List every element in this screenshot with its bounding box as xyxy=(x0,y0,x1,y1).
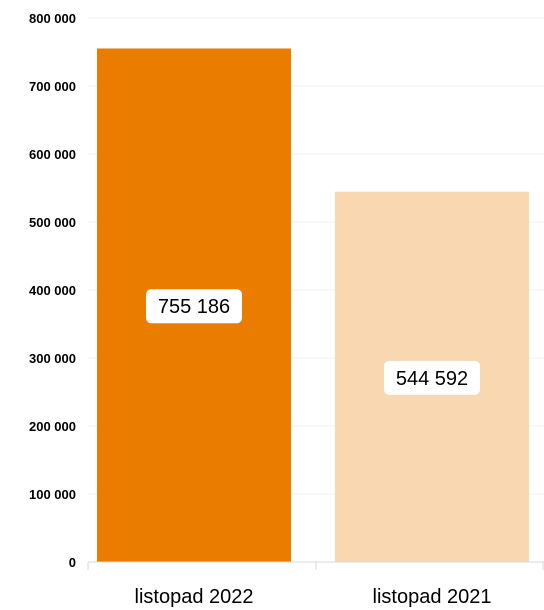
data-label-box xyxy=(384,360,480,395)
y-tick-label: 700 000 xyxy=(29,79,76,94)
y-tick-label: 400 000 xyxy=(29,283,76,298)
y-tick-label: 300 000 xyxy=(29,351,76,366)
data-label-2: 544 592 xyxy=(384,360,480,395)
data-label-text: 544 592 xyxy=(396,368,468,390)
y-tick-label: 200 000 xyxy=(29,419,76,434)
y-tick-label: 100 000 xyxy=(29,487,76,502)
data-label-box xyxy=(146,289,242,324)
x-tick-label: listopad 2022 xyxy=(135,586,254,608)
y-tick-label: 800 000 xyxy=(29,11,76,26)
y-tick-label: 600 000 xyxy=(29,147,76,162)
x-tick-label: listopad 2021 xyxy=(373,586,492,608)
y-tick-label: 0 xyxy=(69,555,76,570)
data-label-1: 755 186 xyxy=(146,289,242,324)
y-tick-label: 500 000 xyxy=(29,215,76,230)
data-label-text: 755 186 xyxy=(158,296,230,318)
